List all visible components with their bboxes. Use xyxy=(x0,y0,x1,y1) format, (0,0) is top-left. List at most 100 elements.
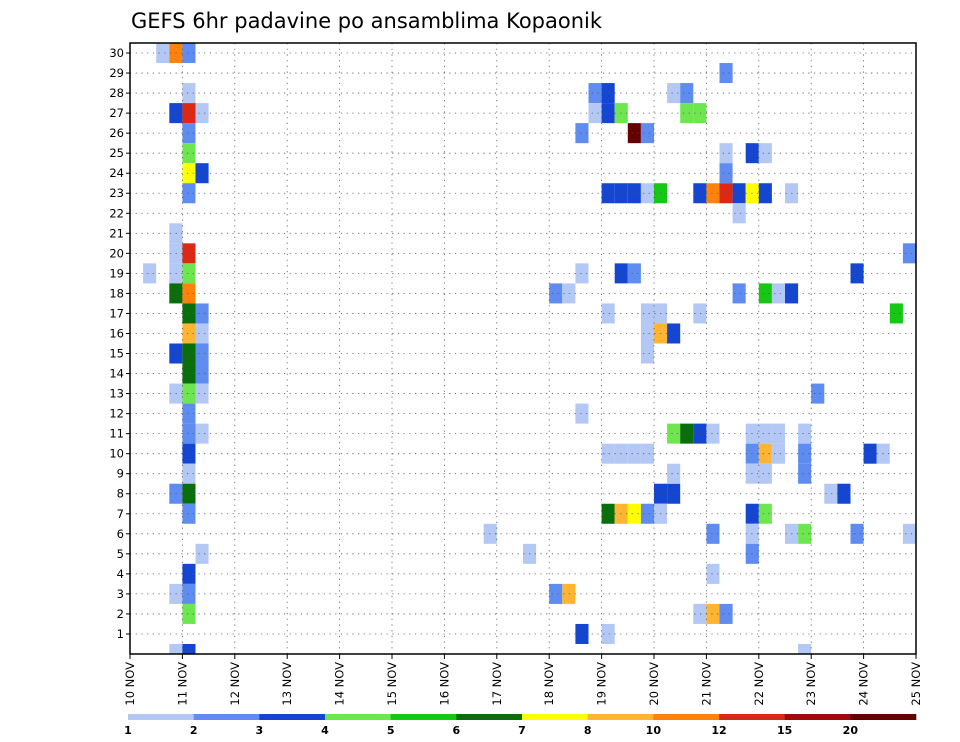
heatmap-cell xyxy=(889,303,903,324)
heatmap-cell xyxy=(771,423,785,444)
colorbar-segment xyxy=(193,714,260,720)
y-tick-label: 9 xyxy=(117,467,124,481)
heatmap-cell xyxy=(195,363,209,384)
heatmap-cell xyxy=(706,183,720,204)
y-tick-label: 23 xyxy=(109,186,124,200)
y-axis: 1234567891011121314151617181920212223242… xyxy=(109,46,130,641)
y-tick-label: 26 xyxy=(109,126,124,140)
y-tick-label: 5 xyxy=(117,547,124,561)
heatmap-cell xyxy=(182,423,196,444)
heatmap-cell xyxy=(182,83,196,104)
y-tick-label: 25 xyxy=(109,146,124,160)
x-tick-label: 14 NOV xyxy=(333,662,347,706)
x-tick-label: 15 NOV xyxy=(385,662,399,706)
heatmap-cell xyxy=(575,123,589,144)
heatmap-cell xyxy=(601,623,615,644)
heatmap-cell xyxy=(601,83,615,104)
x-tick-label: 19 NOV xyxy=(595,662,609,706)
x-tick-label: 10 NOV xyxy=(123,662,137,706)
colorbar-segment xyxy=(325,714,391,720)
heatmap-cell xyxy=(667,483,681,504)
heatmap-cell xyxy=(601,503,615,524)
heatmap-cell xyxy=(824,483,838,504)
heatmap-cell xyxy=(195,103,209,124)
heatmap-cell xyxy=(195,163,209,184)
colorbar-label: 7 xyxy=(518,724,526,737)
heatmap-cell xyxy=(182,383,196,404)
heatmap-cell xyxy=(640,323,654,344)
y-tick-label: 13 xyxy=(109,387,124,401)
colorbar-segment xyxy=(456,714,523,720)
heatmap-cell xyxy=(601,183,615,204)
colorbar-segment xyxy=(719,714,785,720)
colorbar-segment xyxy=(850,714,917,720)
heatmap-cell xyxy=(156,43,170,64)
heatmap-cell xyxy=(182,463,196,484)
x-axis: 10 NOV 11 NOV 12 NOV 13 NOV 14 NOV 15 NOV 16 N… xyxy=(123,654,923,706)
heatmap-cell xyxy=(182,143,196,164)
y-tick-label: 14 xyxy=(109,367,124,381)
heatmap-cell xyxy=(667,423,681,444)
heatmap-cell xyxy=(680,83,694,104)
y-tick-label: 17 xyxy=(109,306,124,320)
x-tick-label: 21 NOV xyxy=(699,662,713,706)
x-tick-label: 11 NOV xyxy=(175,662,189,706)
x-tick-label: 23 NOV xyxy=(804,662,818,706)
heatmap-cell xyxy=(182,263,196,284)
heatmap-cell xyxy=(798,463,812,484)
heatmap-cell xyxy=(575,263,589,284)
colorbar: 1 2 3 4 5 6 7 8 10 12 15 20 xyxy=(124,714,917,737)
heatmap-cell xyxy=(640,503,654,524)
colorbar-label: 20 xyxy=(843,724,859,737)
heatmap-cell xyxy=(706,523,720,544)
heatmap-cell xyxy=(640,123,654,144)
heatmap-cell xyxy=(182,123,196,144)
heatmap-cell xyxy=(719,63,733,84)
heatmap-cell xyxy=(182,563,196,584)
heatmap-cell xyxy=(732,283,746,304)
heatmap-cell xyxy=(640,443,654,464)
heatmap-cell xyxy=(182,643,196,654)
heatmap-cell xyxy=(693,423,707,444)
colorbar-label: 15 xyxy=(777,724,792,737)
x-tick-label: 22 NOV xyxy=(752,662,766,706)
chart-title: GEFS 6hr padavine po ansamblima Kopaonik xyxy=(131,9,603,33)
heatmap-cell xyxy=(627,123,641,144)
y-tick-label: 29 xyxy=(109,66,124,80)
heatmap-cell xyxy=(667,463,681,484)
colorbar-label: 2 xyxy=(190,724,198,737)
heatmap-cell xyxy=(549,283,563,304)
colorbar-label: 12 xyxy=(711,724,726,737)
y-tick-label: 8 xyxy=(117,487,124,501)
heatmap-cell xyxy=(719,183,733,204)
y-tick-label: 4 xyxy=(117,567,124,581)
y-tick-label: 21 xyxy=(109,226,124,240)
heatmap-cell xyxy=(719,603,733,624)
heatmap-cell xyxy=(182,483,196,504)
heatmap-cell xyxy=(902,243,916,264)
heatmap-cell xyxy=(562,583,576,604)
colorbar-label: 6 xyxy=(453,724,461,737)
x-tick-label: 25 NOV xyxy=(909,662,923,706)
heatmap-cell xyxy=(758,463,772,484)
heatmap-cell xyxy=(182,343,196,364)
heatmap-cell xyxy=(182,283,196,304)
heatmap-cell xyxy=(693,303,707,324)
heatmap-cell xyxy=(627,263,641,284)
y-tick-label: 27 xyxy=(109,106,124,120)
x-tick-label: 13 NOV xyxy=(280,662,294,706)
y-tick-label: 28 xyxy=(109,86,124,100)
x-tick-label: 24 NOV xyxy=(857,662,871,706)
heatmap-cell xyxy=(680,103,694,124)
colorbar-segment xyxy=(259,714,326,720)
heatmap-cell xyxy=(182,503,196,524)
y-tick-label: 18 xyxy=(109,286,124,300)
heatmap-cell xyxy=(771,443,785,464)
y-tick-label: 1 xyxy=(117,627,124,641)
heatmap-cell xyxy=(719,143,733,164)
colorbar-label: 1 xyxy=(124,724,132,737)
heatmap-cell xyxy=(693,183,707,204)
heatmap-cell xyxy=(182,163,196,184)
y-tick-label: 22 xyxy=(109,206,124,220)
